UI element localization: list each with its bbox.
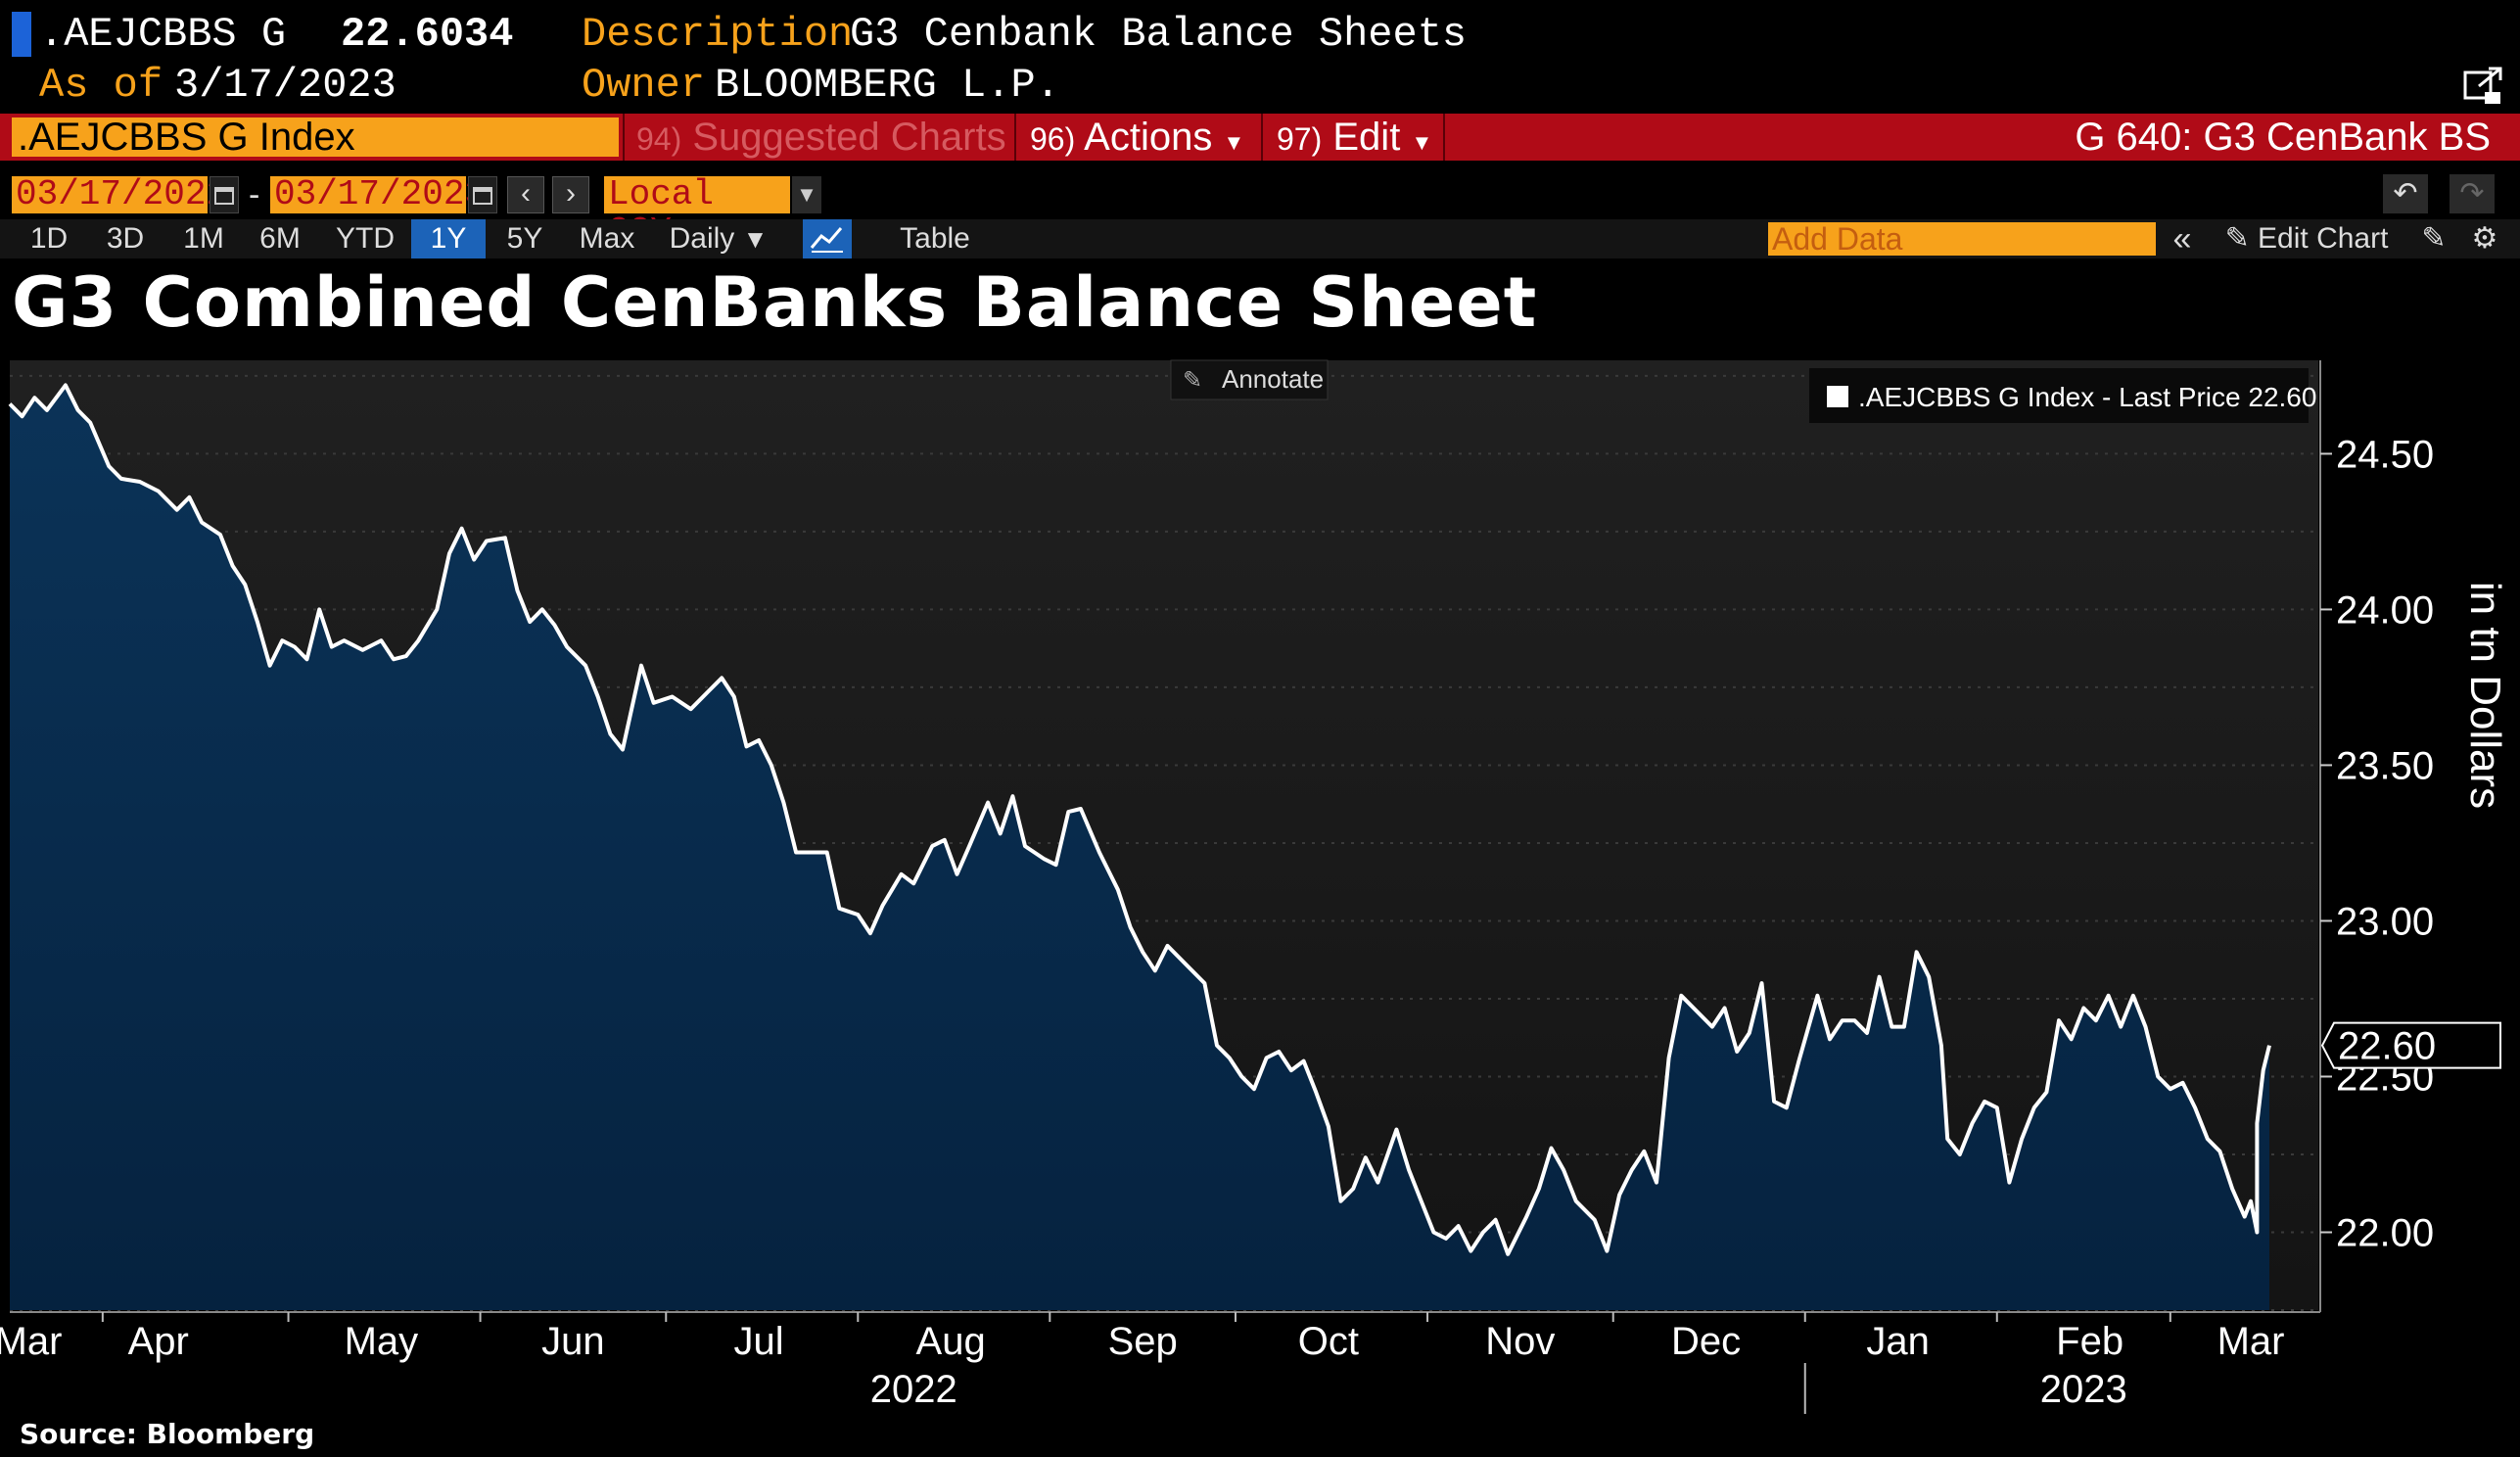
annotate-button[interactable]: ✎ Annotate [1170, 359, 1329, 400]
x-tick-label: Jun [541, 1320, 605, 1363]
actions-menu[interactable]: 96) Actions ▼ [1030, 116, 1245, 159]
x-tick-label: Jan [1866, 1320, 1930, 1363]
series-area [10, 385, 2269, 1310]
command-line[interactable]: .AEJCBBS G Index [12, 118, 619, 157]
security-color-marker [12, 12, 31, 57]
y-tick-label: 24.50 [2336, 433, 2434, 476]
pencil-icon: ✎ [1183, 367, 1202, 394]
period-6m[interactable]: 6M [259, 222, 301, 255]
collapse-panel-icon[interactable]: « [2172, 220, 2192, 258]
description-value: G3 Cenbank Balance Sheets [850, 11, 1468, 58]
previous-period-button[interactable]: ‹ [507, 176, 544, 213]
period-3d[interactable]: 3D [106, 222, 145, 255]
y-tick-label: 23.50 [2336, 744, 2434, 787]
chevron-down-icon[interactable]: ▼ [792, 176, 821, 213]
owner-label: Owner [582, 62, 706, 109]
period-5y[interactable]: 5Y [506, 222, 543, 255]
start-date-field[interactable]: 03/17/2022 [12, 176, 227, 213]
x-tick-label: Mar [0, 1320, 62, 1363]
legend[interactable]: .AEJCBBS G Index - Last Price 22.60 [1809, 368, 2316, 423]
add-data-input[interactable] [1768, 222, 2156, 256]
date-separator: - [249, 176, 260, 213]
x-tick-label: Feb [2056, 1320, 2123, 1363]
x-tick-label: Dec [1671, 1320, 1741, 1363]
y-tick-label: 24.00 [2336, 588, 2434, 632]
source-note: Source: Bloomberg [20, 1418, 315, 1450]
as-of-label: As of [39, 62, 163, 109]
legend-swatch [1827, 386, 1848, 407]
function-name: G 640: G3 CenBank BS [2075, 116, 2491, 159]
suggested-charts-menu[interactable]: 94) Suggested Charts [636, 116, 1006, 159]
annotate-label: Annotate [1222, 364, 1324, 394]
y-axis-title: in tn Dollars [2461, 582, 2509, 809]
x-tick-label: Aug [916, 1320, 986, 1363]
x-tick-label: Oct [1298, 1320, 1359, 1363]
period-1y[interactable]: 1Y [411, 219, 486, 258]
chevron-down-icon: ▼ [1223, 130, 1245, 155]
as-of-date: 3/17/2023 [174, 62, 397, 109]
edit-menu[interactable]: 97) Edit ▼ [1277, 116, 1433, 159]
last-value: 22.6034 [341, 11, 514, 58]
frequency-select[interactable]: Daily ▼ [669, 222, 769, 255]
x-tick-label: Jul [734, 1320, 784, 1363]
next-period-button[interactable]: › [552, 176, 589, 213]
last-price-label: 22.60 [2338, 1025, 2436, 1068]
period-ytd[interactable]: YTD [336, 222, 395, 255]
pencil-icon: ✎ [2224, 222, 2250, 255]
x-tick-label: Mar [2217, 1320, 2285, 1363]
end-date-field[interactable]: 03/17/2023 [270, 176, 486, 213]
chart-toolbar: 1D 3D 1M 6M YTD 1Y 5Y Max Daily ▼ Table … [0, 219, 2520, 258]
chevron-down-icon: ▼ [1411, 130, 1433, 155]
period-1d[interactable]: 1D [29, 222, 69, 255]
period-1m[interactable]: 1M [183, 222, 224, 255]
redo-icon[interactable]: ↷ [2450, 174, 2495, 213]
series-line [8, 383, 2271, 1256]
description-label: Description [582, 11, 854, 58]
ticker-label: .AEJCBBS G [39, 11, 287, 58]
calendar-icon[interactable] [210, 176, 239, 213]
y-tick-label: 23.00 [2336, 900, 2434, 943]
last-price-marker [2320, 1021, 2501, 1069]
legend-label: .AEJCBBS G Index - Last Price 22.60 [1858, 382, 2316, 412]
edit-settings-icon[interactable]: ✎ [2421, 222, 2447, 255]
currency-select[interactable]: Local CCY [604, 176, 790, 251]
edit-chart-button[interactable]: ✎ Edit Chart [2224, 222, 2389, 255]
x-tick-label: May [345, 1320, 419, 1363]
x-tick-label: Nov [1485, 1320, 1555, 1363]
chevron-down-icon: ▼ [742, 224, 769, 254]
function-bar: .AEJCBBS G Index 94) Suggested Charts 96… [0, 114, 2520, 161]
calendar-icon[interactable] [468, 176, 497, 213]
x-year-label: 2023 [2040, 1368, 2127, 1411]
undo-icon[interactable]: ↶ [2383, 174, 2428, 213]
popout-window-icon[interactable] [2463, 65, 2504, 106]
x-tick-label: Apr [128, 1320, 189, 1363]
x-year-label: 2022 [870, 1368, 957, 1411]
table-button[interactable]: Table [900, 222, 970, 255]
line-chart-icon[interactable] [803, 219, 852, 258]
chart-title: G3 Combined CenBanks Balance Sheet [12, 262, 1538, 343]
period-max[interactable]: Max [579, 222, 635, 255]
owner-value: BLOOMBERG L.P. [715, 62, 1060, 109]
gear-icon[interactable]: ⚙ [2471, 222, 2498, 255]
x-tick-label: Sep [1108, 1320, 1178, 1363]
y-tick-label: 22.00 [2336, 1211, 2434, 1254]
